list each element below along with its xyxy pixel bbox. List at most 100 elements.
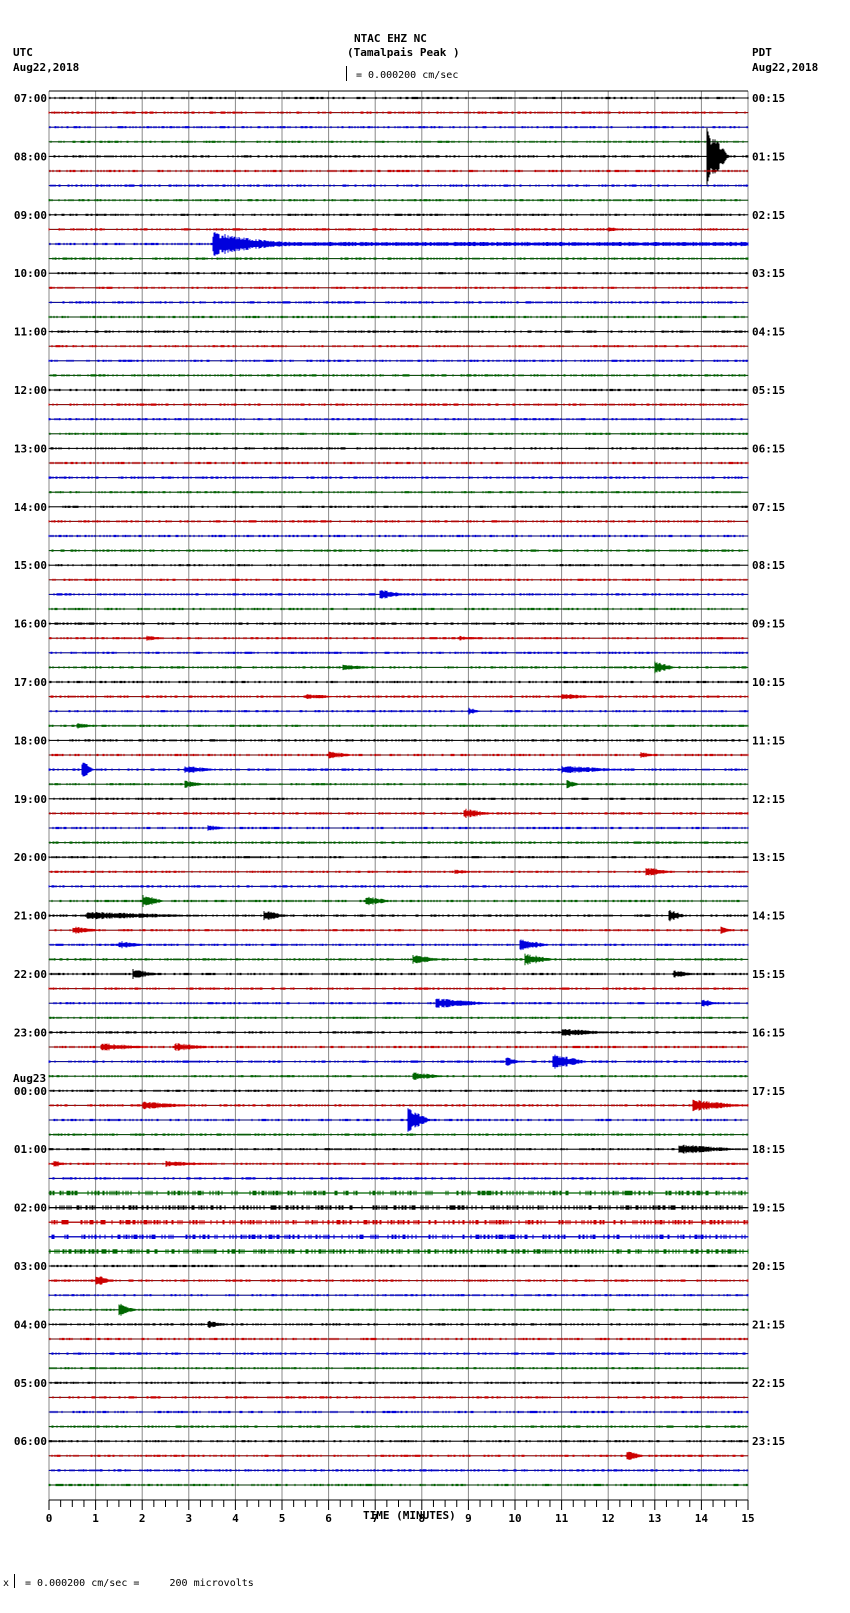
utc-hour-label: 18:00	[14, 734, 47, 747]
trace	[48, 1234, 749, 1239]
trace	[48, 1320, 749, 1328]
trace	[48, 491, 749, 494]
trace	[48, 520, 749, 523]
pdt-hour-label: 18:15	[752, 1143, 785, 1156]
trace	[48, 590, 749, 599]
footer-scale-bar-icon	[14, 1574, 15, 1588]
trace	[48, 1294, 749, 1297]
trace	[48, 797, 749, 800]
pdt-hour-label: 22:15	[752, 1377, 785, 1390]
trace	[48, 359, 749, 362]
utc-hour-label: 15:00	[14, 559, 47, 572]
trace	[48, 257, 749, 260]
pdt-hour-label: 15:15	[752, 968, 785, 981]
pdt-hour-label: 07:15	[752, 501, 785, 514]
trace	[48, 301, 749, 304]
trace	[48, 1440, 749, 1443]
trace	[48, 476, 749, 479]
trace	[48, 534, 749, 538]
trace	[48, 388, 749, 392]
utc-hour-label: 09:00	[14, 209, 47, 222]
trace	[48, 953, 749, 966]
utc-hour-label: 06:00	[14, 1435, 47, 1448]
trace	[48, 1337, 749, 1341]
trace	[48, 739, 749, 742]
utc-hour-label: 05:00	[14, 1377, 47, 1390]
pdt-hour-label: 06:15	[752, 442, 785, 455]
utc-hour-label: 12:00	[14, 384, 47, 397]
trace	[48, 841, 749, 844]
scale-text: = 0.000200 cm/sec	[356, 70, 459, 81]
pdt-hour-label: 02:15	[752, 209, 785, 222]
trace	[48, 1016, 749, 1019]
x-tick-label: 0	[46, 1512, 53, 1525]
trace	[48, 403, 749, 406]
trace	[48, 1276, 749, 1285]
trace	[48, 564, 749, 567]
trace	[48, 1381, 749, 1384]
trace	[48, 418, 749, 421]
trace	[48, 885, 749, 888]
trace	[48, 622, 749, 625]
trace	[48, 140, 749, 143]
trace	[48, 1396, 749, 1399]
trace	[48, 707, 749, 715]
left-timezone: UTC	[13, 46, 33, 59]
pdt-hour-label: 04:15	[752, 326, 785, 339]
x-axis-title: TIME (MINUTES)	[363, 1509, 456, 1522]
x-tick-label: 3	[185, 1512, 192, 1525]
trace	[48, 998, 749, 1008]
trace	[48, 723, 749, 729]
utc-hour-label: 01:00	[14, 1143, 47, 1156]
right-timezone: PDT	[752, 46, 772, 59]
trace	[48, 1483, 749, 1487]
trace	[48, 1303, 749, 1316]
trace	[48, 1352, 749, 1355]
trace	[48, 1205, 749, 1210]
trace	[48, 330, 749, 333]
utc-hour-label: 20:00	[14, 851, 47, 864]
trace	[48, 780, 749, 789]
trace	[48, 1108, 749, 1132]
x-tick-label: 8	[418, 1512, 425, 1525]
utc-hour-label: 23:00	[14, 1026, 47, 1039]
utc-hour-label: 21:00	[14, 910, 47, 923]
x-tick-label: 1	[92, 1512, 99, 1525]
trace	[48, 856, 749, 859]
utc-hour-label: 14:00	[14, 501, 47, 514]
trace	[48, 505, 749, 508]
trace	[48, 169, 749, 173]
trace	[48, 1451, 749, 1460]
pdt-hour-label: 00:15	[752, 92, 785, 105]
trace	[48, 232, 749, 256]
trace	[48, 661, 749, 674]
pdt-hour-label: 03:15	[752, 267, 785, 280]
trace	[48, 1410, 749, 1414]
trace	[48, 1099, 749, 1112]
trace	[48, 447, 749, 450]
x-tick-label: 6	[325, 1512, 332, 1525]
trace	[48, 825, 749, 831]
trace	[48, 651, 749, 654]
left-date: Aug22,2018	[13, 61, 80, 74]
x-tick-label: 14	[695, 1512, 709, 1525]
trace	[48, 1043, 749, 1051]
trace	[48, 1469, 749, 1472]
utc-date-label: Aug23	[13, 1072, 46, 1085]
trace	[48, 374, 749, 377]
utc-hour-label: 07:00	[14, 92, 47, 105]
trace	[48, 286, 749, 289]
footer-marker: x	[3, 1578, 10, 1589]
trace	[48, 1177, 749, 1180]
utc-hour-label: 08:00	[14, 150, 47, 163]
trace	[48, 680, 749, 684]
x-tick-label: 12	[602, 1512, 615, 1525]
utc-hour-label: 19:00	[14, 793, 47, 806]
pdt-hour-label: 11:15	[752, 734, 785, 747]
station-location: (Tamalpais Peak )	[347, 46, 460, 59]
trace	[48, 461, 749, 465]
utc-hour-label: 02:00	[14, 1202, 47, 1215]
x-tick-label: 13	[648, 1512, 661, 1525]
trace	[48, 1072, 749, 1080]
